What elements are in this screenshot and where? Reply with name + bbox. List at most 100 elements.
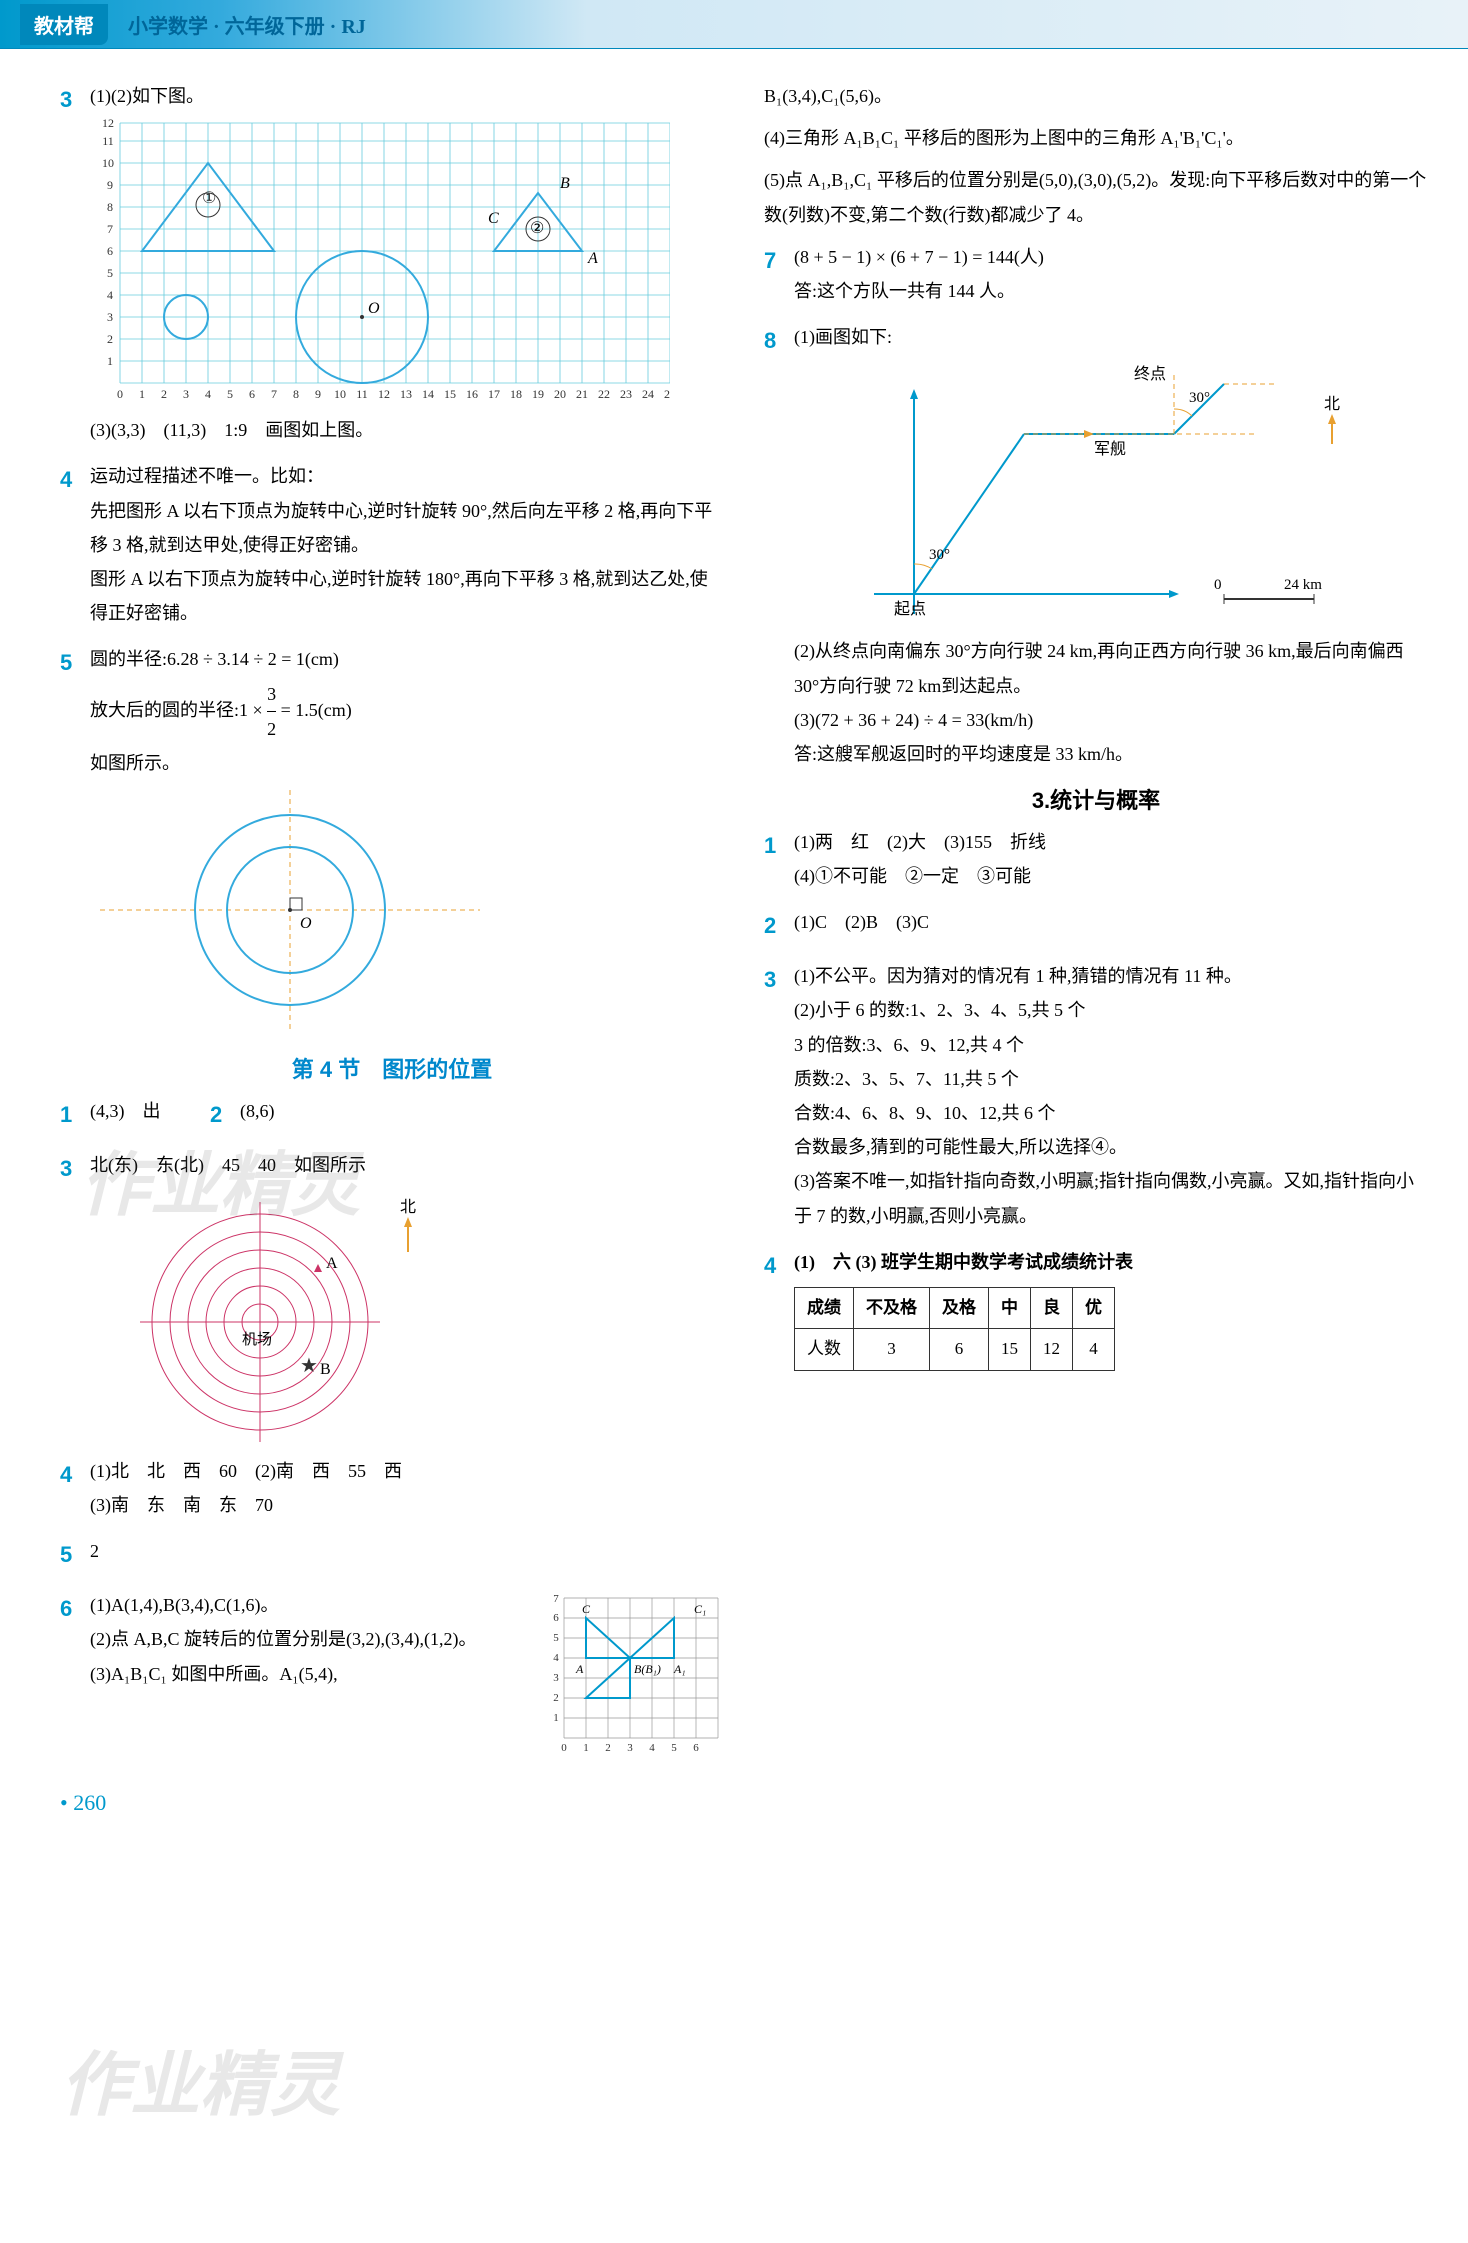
- svg-text:1: 1: [107, 354, 113, 368]
- svg-text:北: 北: [400, 1198, 416, 1216]
- s4q1: 1 (4,3) 出: [60, 1094, 210, 1136]
- s3q3-text: (1)不公平。因为猜对的情况有 1 种,猜错的情况有 11 种。(2)小于 6 …: [794, 959, 1428, 1233]
- q-number: 7: [764, 240, 794, 308]
- q4: 4 运动过程描述不唯一。比如：先把图形 A 以右下顶点为旋转中心,逆时针旋转 9…: [60, 459, 724, 630]
- svg-text:10: 10: [102, 156, 114, 170]
- svg-text:5: 5: [107, 266, 113, 280]
- svg-text:18: 18: [510, 387, 522, 401]
- svg-text:C₁: C₁: [694, 1602, 706, 1616]
- svg-text:②: ②: [530, 220, 544, 237]
- svg-text:22: 22: [598, 387, 610, 401]
- q-number: 6: [60, 1588, 90, 1758]
- q3-line1: (1)(2)如下图。: [90, 79, 724, 113]
- svg-text:11: 11: [356, 387, 368, 401]
- q-number: 5: [60, 642, 90, 1040]
- svg-text:A: A: [326, 1255, 338, 1272]
- left-column: 3 (1)(2)如下图。 /* placeholder */: [60, 79, 724, 1770]
- page-number: • 260: [60, 1790, 1468, 1836]
- svg-text:8: 8: [293, 387, 299, 401]
- q7: 7 (8 + 5 − 1) × (6 + 7 − 1) = 144(人) 答:这…: [764, 240, 1428, 308]
- header-title: 小学数学 · 六年级下册 · RJ: [128, 10, 366, 39]
- svg-text:北: 北: [1324, 395, 1340, 413]
- svg-text:7: 7: [271, 387, 277, 401]
- s4q6-mini-grid: 0123456 1234567 C C₁ B(B₁) A₁ A: [544, 1588, 724, 1758]
- svg-text:10: 10: [334, 387, 346, 401]
- s4q3: 3 北(东) 东(北) 45 40 如图所示 机场 A ★ B: [60, 1148, 724, 1442]
- svg-text:6: 6: [107, 244, 113, 258]
- svg-text:C: C: [488, 210, 499, 227]
- s4q4: 4 (1)北 北 西 60 (2)南 西 55 西(3)南 东 南 东 70: [60, 1454, 724, 1522]
- s4q4-text: (1)北 北 西 60 (2)南 西 55 西(3)南 东 南 东 70: [90, 1454, 724, 1522]
- s4q6-text: (1)A(1,4),B(3,4),C(1,6)。(2)点 A,B,C 旋转后的位…: [90, 1588, 534, 1758]
- page-header: 教材帮 小学数学 · 六年级下册 · RJ: [0, 0, 1468, 49]
- svg-text:A: A: [587, 250, 598, 267]
- svg-text:4: 4: [649, 1742, 655, 1754]
- q-number: 2: [210, 1094, 240, 1136]
- svg-text:O: O: [368, 300, 380, 317]
- svg-text:2: 2: [553, 1692, 559, 1704]
- svg-text:12: 12: [102, 116, 114, 130]
- svg-text:B(B₁): B(B₁): [634, 1662, 661, 1676]
- svg-text:1: 1: [139, 387, 145, 401]
- svg-text:2: 2: [161, 387, 167, 401]
- q4-text: 运动过程描述不唯一。比如：先把图形 A 以右下顶点为旋转中心,逆时针旋转 90°…: [90, 459, 724, 630]
- svg-text:25: 25: [664, 387, 670, 401]
- svg-text:0: 0: [561, 1742, 567, 1754]
- svg-text:5: 5: [227, 387, 233, 401]
- q8-diagram: 30° 30° 起点 终点 军舰 北 0 24 km: [794, 354, 1374, 634]
- svg-text:6: 6: [693, 1742, 699, 1754]
- q-number: 5: [60, 1534, 90, 1576]
- q3-line2: (3)(3,3) (11,3) 1:9 画图如上图。: [90, 413, 724, 447]
- q8-line3: (3)(72 + 36 + 24) ÷ 4 = 33(km/h): [794, 703, 1428, 737]
- svg-text:15: 15: [444, 387, 456, 401]
- svg-text:19: 19: [532, 387, 544, 401]
- q-number: 4: [764, 1245, 794, 1371]
- svg-text:4: 4: [205, 387, 211, 401]
- svg-text:1: 1: [553, 1712, 559, 1724]
- svg-text:30°: 30°: [1189, 390, 1210, 406]
- svg-text:4: 4: [107, 288, 113, 302]
- svg-text:14: 14: [422, 387, 434, 401]
- svg-text:6: 6: [553, 1612, 559, 1624]
- s3q2: 2 (1)C (2)B (3)C: [764, 905, 1428, 947]
- svg-text:★: ★: [300, 1355, 318, 1377]
- svg-text:3: 3: [627, 1742, 633, 1754]
- s4q2-text: (8,6): [240, 1094, 275, 1136]
- q-number: 4: [60, 459, 90, 630]
- page-body: 作业精灵 作业精灵 3 (1)(2)如下图。 /* placeholder */: [0, 49, 1468, 1790]
- s3q1-text: (1)两 红 (2)大 (3)155 折线(4)①不可能 ②一定 ③可能: [794, 825, 1428, 893]
- q6-p4: (4)三角形 A₁B₁C₁ 平移后的图形为上图中的三角形 A₁'B₁'C₁'。: [764, 121, 1428, 155]
- svg-text:C: C: [582, 1602, 591, 1616]
- s4q3-text: 北(东) 东(北) 45 40 如图所示: [90, 1148, 724, 1182]
- q-number: 8: [764, 320, 794, 771]
- svg-text:A₁: A₁: [673, 1662, 686, 1676]
- q6-p5: (5)点 A₁,B₁,C₁ 平移后的位置分别是(5,0),(3,0),(5,2)…: [764, 163, 1428, 231]
- q-number: 3: [764, 959, 794, 1233]
- s4q6: 6 (1)A(1,4),B(3,4),C(1,6)。(2)点 A,B,C 旋转后…: [60, 1588, 724, 1758]
- q-number: 2: [764, 905, 794, 947]
- svg-text:0: 0: [117, 387, 123, 401]
- q3: 3 (1)(2)如下图。 /* placeholder */: [60, 79, 724, 447]
- section-3-title: 3.统计与概率: [764, 783, 1428, 815]
- svg-text:终点: 终点: [1134, 365, 1166, 383]
- s3q1: 1 (1)两 红 (2)大 (3)155 折线(4)①不可能 ②一定 ③可能: [764, 825, 1428, 893]
- svg-text:8: 8: [107, 200, 113, 214]
- svg-text:13: 13: [400, 387, 412, 401]
- s3q4-title: (1) 六 (3) 班学生期中数学考试成绩统计表: [794, 1245, 1428, 1279]
- header-badge: 教材帮: [20, 4, 108, 45]
- right-column: B₁(3,4),C₁(5,6)。 (4)三角形 A₁B₁C₁ 平移后的图形为上图…: [764, 79, 1428, 1770]
- svg-text:20: 20: [554, 387, 566, 401]
- q5-line3: 如图所示。: [90, 746, 724, 780]
- svg-text:起点: 起点: [894, 600, 926, 618]
- radar-figure: 机场 A ★ B 北: [90, 1182, 450, 1442]
- svg-text:①: ①: [202, 190, 216, 207]
- svg-text:5: 5: [671, 1742, 677, 1754]
- svg-text:2: 2: [107, 332, 113, 346]
- svg-text:O: O: [300, 915, 312, 932]
- s4q5-text: 2: [90, 1534, 724, 1576]
- q-number: 1: [60, 1094, 90, 1136]
- svg-text:17: 17: [488, 387, 500, 401]
- svg-text:12: 12: [378, 387, 390, 401]
- svg-text:21: 21: [576, 387, 588, 401]
- q8-line1: (1)画图如下:: [794, 320, 1428, 354]
